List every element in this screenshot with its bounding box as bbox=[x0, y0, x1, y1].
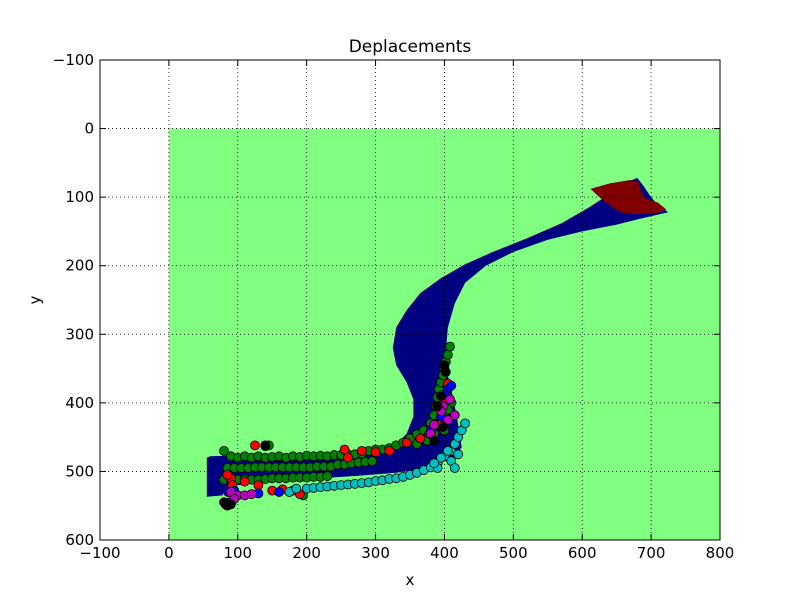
scatter-point bbox=[449, 463, 460, 473]
scatter-points-layer bbox=[219, 341, 471, 511]
scatter-point bbox=[356, 445, 367, 456]
scatter-point bbox=[446, 380, 457, 391]
x-tick-label: 500 bbox=[499, 544, 528, 562]
y-tick-label: 200 bbox=[65, 257, 94, 275]
scatter-point bbox=[436, 391, 446, 401]
scatter-point bbox=[219, 445, 229, 456]
y-tick-label: 400 bbox=[65, 394, 94, 412]
x-tick-label: 300 bbox=[361, 544, 390, 562]
scatter-point bbox=[246, 489, 257, 500]
x-axis-label: x bbox=[406, 571, 415, 589]
scatter-point bbox=[222, 469, 233, 480]
x-tick-label: 600 bbox=[568, 544, 597, 562]
scatter-point bbox=[343, 452, 353, 463]
plot-frame bbox=[99, 59, 721, 541]
y-tick-label: 300 bbox=[65, 325, 94, 343]
scatter-point bbox=[442, 415, 453, 425]
scatter-point bbox=[429, 419, 440, 430]
x-tick-label: 700 bbox=[637, 544, 666, 562]
scatter-point bbox=[322, 471, 333, 482]
scatter-point bbox=[222, 500, 233, 511]
scatter-point bbox=[438, 421, 449, 432]
scatter-point bbox=[429, 435, 440, 446]
y-tick-label: 100 bbox=[65, 188, 94, 206]
scatter-point bbox=[384, 445, 395, 456]
chart-title: Deplacements bbox=[349, 37, 472, 57]
x-tick-label: 0 bbox=[164, 544, 174, 562]
scatter-point bbox=[449, 410, 460, 421]
x-tick-label: 200 bbox=[292, 544, 321, 562]
scatter-point bbox=[460, 418, 471, 429]
scatter-point bbox=[436, 452, 446, 463]
scatter-point bbox=[453, 449, 464, 460]
scatter-point bbox=[415, 433, 426, 444]
x-axis: −100 0 100 200 300 400 500 600 700 800 bbox=[79, 60, 734, 562]
deformed-band bbox=[206, 177, 669, 497]
scatter-point bbox=[432, 401, 443, 412]
x-tick-label: 100 bbox=[223, 544, 252, 562]
scatter-point bbox=[253, 480, 264, 491]
x-tick-label: 800 bbox=[706, 544, 735, 562]
scatter-point bbox=[445, 394, 455, 405]
scatter-point bbox=[291, 483, 302, 494]
plot-area bbox=[99, 59, 721, 541]
y-tick-label: 0 bbox=[84, 120, 94, 138]
x-tick-label: 400 bbox=[430, 544, 459, 562]
scatter-point bbox=[401, 437, 412, 448]
scatter-point bbox=[274, 487, 285, 497]
scatter-point bbox=[339, 444, 350, 455]
scatter-point bbox=[442, 349, 453, 360]
scatter-point bbox=[367, 456, 378, 467]
y-tick-label: 500 bbox=[65, 462, 94, 480]
scatter-point bbox=[239, 476, 250, 487]
x-tick-label: −100 bbox=[79, 544, 120, 562]
y-tick-label: 600 bbox=[65, 531, 94, 549]
scatter-point bbox=[445, 341, 455, 352]
scatter-point bbox=[429, 458, 440, 469]
y-axis: −100 0 100 200 300 400 500 600 bbox=[53, 51, 720, 549]
scatter-point bbox=[370, 447, 381, 458]
y-axis-label: y bbox=[26, 295, 44, 304]
scatter-point bbox=[440, 367, 451, 377]
y-tick-label: −100 bbox=[53, 51, 94, 69]
grid-layer bbox=[100, 60, 720, 540]
scatter-point bbox=[442, 445, 453, 456]
scatter-point bbox=[250, 440, 260, 451]
scatter-point bbox=[260, 440, 271, 451]
